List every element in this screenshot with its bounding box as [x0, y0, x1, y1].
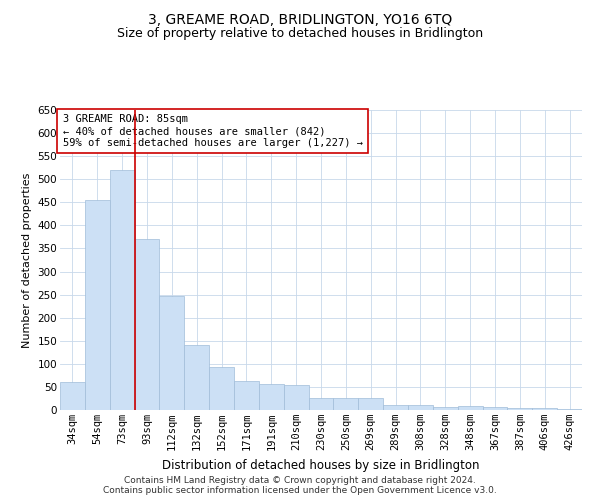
Text: Size of property relative to detached houses in Bridlington: Size of property relative to detached ho…	[117, 28, 483, 40]
Bar	[234, 382, 259, 410]
Text: 3, GREAME ROAD, BRIDLINGTON, YO16 6TQ: 3, GREAME ROAD, BRIDLINGTON, YO16 6TQ	[148, 12, 452, 26]
Bar	[458, 406, 482, 410]
Text: 3 GREAME ROAD: 85sqm
← 40% of detached houses are smaller (842)
59% of semi-deta: 3 GREAME ROAD: 85sqm ← 40% of detached h…	[62, 114, 362, 148]
Bar	[284, 384, 308, 410]
Text: Contains public sector information licensed under the Open Government Licence v3: Contains public sector information licen…	[103, 486, 497, 495]
Bar	[334, 398, 358, 410]
Bar	[259, 384, 284, 410]
Bar	[482, 407, 508, 410]
Bar	[508, 408, 532, 410]
Bar	[110, 170, 134, 410]
Bar	[134, 239, 160, 410]
Bar	[209, 367, 234, 410]
Text: Contains HM Land Registry data © Crown copyright and database right 2024.: Contains HM Land Registry data © Crown c…	[124, 476, 476, 485]
Bar	[532, 408, 557, 410]
Bar	[358, 398, 383, 410]
Bar	[308, 398, 334, 410]
Y-axis label: Number of detached properties: Number of detached properties	[22, 172, 32, 348]
Bar	[60, 382, 85, 410]
X-axis label: Distribution of detached houses by size in Bridlington: Distribution of detached houses by size …	[162, 458, 480, 471]
Bar	[184, 346, 209, 410]
Bar	[160, 296, 184, 410]
Bar	[557, 408, 582, 410]
Bar	[85, 200, 110, 410]
Bar	[433, 407, 458, 410]
Bar	[383, 405, 408, 410]
Bar	[408, 405, 433, 410]
